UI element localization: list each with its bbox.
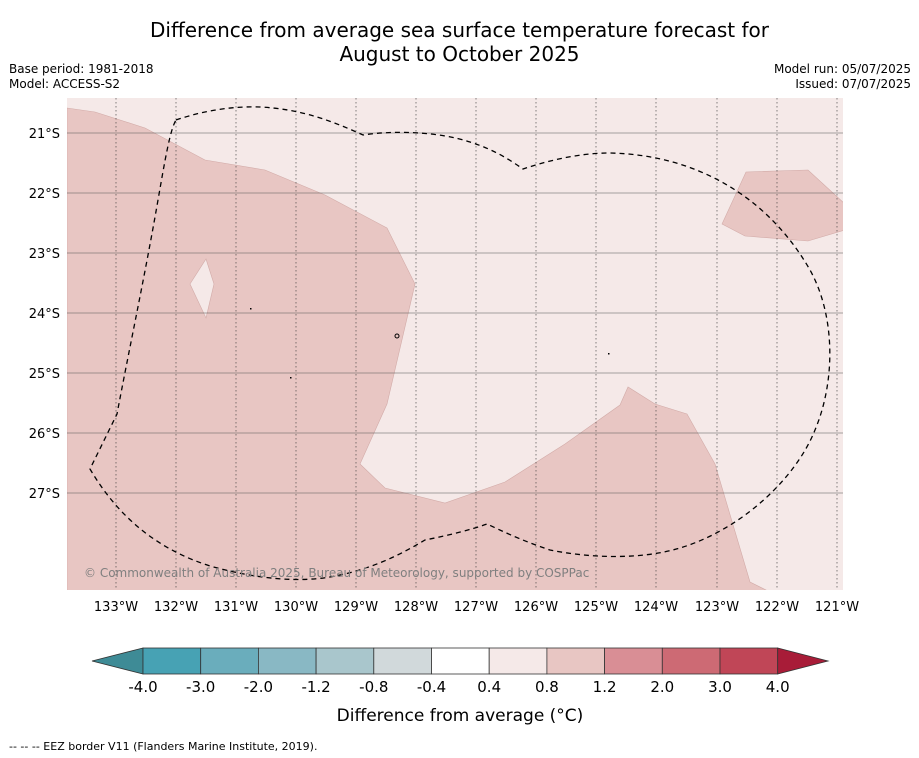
longitude-label: 121°W xyxy=(815,600,859,615)
longitude-label: 129°W xyxy=(334,600,378,615)
colorbar-tick-label: -4.0 xyxy=(128,678,157,696)
colorbar-segment xyxy=(142,647,202,675)
map-plot-area: © Commonwealth of Australia 2025, Bureau… xyxy=(67,98,843,590)
longitude-label: 124°W xyxy=(634,600,678,615)
colorbar-segment xyxy=(488,647,548,675)
meta-left: Base period: 1981-2018 Model: ACCESS-S2 xyxy=(9,62,154,92)
longitude-label: 132°W xyxy=(154,600,198,615)
warm-pocket xyxy=(189,258,215,319)
latitude-label: 26°S xyxy=(29,427,60,442)
colorbar-tick-label: -1.2 xyxy=(301,678,330,696)
colorbar-under-arrow xyxy=(91,647,144,675)
colorbar-label: Difference from average (°C) xyxy=(337,706,584,726)
colorbar-tick-label: 0.8 xyxy=(535,678,559,696)
copyright-text: © Commonwealth of Australia 2025, Bureau… xyxy=(84,566,589,580)
longitude-label: 125°W xyxy=(574,600,618,615)
longitude-label: 127°W xyxy=(454,600,498,615)
model-text: Model: ACCESS-S2 xyxy=(9,77,121,91)
colorbar: -4.0 -3.0 -2.0 -1.2 -0.8 -0.4 0.4 0.8 1.2 2.0 3.0 4… xyxy=(91,647,830,696)
colorbar-segment xyxy=(373,647,432,675)
latitude-labels: 21°S 22°S 23°S 24°S 25°S 26°S 27°S xyxy=(29,127,60,502)
longitude-label: 126°W xyxy=(514,600,558,615)
colorbar-over-arrow xyxy=(777,647,830,675)
longitude-label: 128°W xyxy=(394,600,438,615)
latitude-label: 21°S xyxy=(29,127,60,142)
title-line-2: August to October 2025 xyxy=(339,42,580,66)
colorbar-tick-label: 2.0 xyxy=(650,678,674,696)
colorbar-tick-label: -0.4 xyxy=(417,678,446,696)
latitude-label: 22°S xyxy=(29,187,60,202)
colorbar-segment xyxy=(257,647,317,675)
model-run-text: Model run: 05/07/2025 xyxy=(773,62,911,76)
colorbar-segment xyxy=(661,647,721,675)
island-dot-1 xyxy=(250,308,252,310)
island-dot-3 xyxy=(608,353,610,355)
title-line-1: Difference from average sea surface temp… xyxy=(149,18,769,42)
anomaly-region-northeast xyxy=(721,169,843,242)
colorbar-segment xyxy=(719,647,779,675)
longitude-label: 133°W xyxy=(94,600,138,615)
island-dot-2 xyxy=(290,377,292,379)
colorbar-tick-label: 1.2 xyxy=(593,678,617,696)
gridlines xyxy=(67,98,843,590)
colorbar-tick-label: -3.0 xyxy=(186,678,215,696)
colorbar-segment xyxy=(431,647,490,675)
longitude-label: 131°W xyxy=(214,600,258,615)
latitude-label: 24°S xyxy=(29,307,60,322)
longitude-label: 123°W xyxy=(695,600,739,615)
colorbar-tick-label: -0.8 xyxy=(359,678,388,696)
island-ring xyxy=(394,333,400,339)
eez-footnote: -- -- -- EEZ border V11 (Flanders Marine… xyxy=(9,740,318,753)
colorbar-segment xyxy=(604,647,663,675)
colorbar-tick-label: 4.0 xyxy=(766,678,790,696)
longitude-labels: 133°W 132°W 131°W 130°W 129°W 128°W 127°W 126°W… xyxy=(94,600,859,615)
longitude-label: 130°W xyxy=(274,600,318,615)
anomaly-region-west xyxy=(67,107,767,590)
latitude-label: 27°S xyxy=(29,487,60,502)
colorbar-segment xyxy=(200,647,259,675)
latitude-label: 25°S xyxy=(29,367,60,382)
colorbar-segment xyxy=(546,647,606,675)
longitude-label: 122°W xyxy=(755,600,799,615)
issued-text: Issued: 07/07/2025 xyxy=(795,77,911,91)
chart-title: Difference from average sea surface temp… xyxy=(0,18,919,66)
colorbar-tick-label: 3.0 xyxy=(708,678,732,696)
latitude-label: 23°S xyxy=(29,247,60,262)
base-period-text: Base period: 1981-2018 xyxy=(9,62,154,76)
colorbar-segment xyxy=(315,647,375,675)
colorbar-tick-label: 0.4 xyxy=(477,678,501,696)
colorbar-tick-label: -2.0 xyxy=(244,678,273,696)
meta-right: Model run: 05/07/2025 Issued: 07/07/2025 xyxy=(774,62,911,92)
